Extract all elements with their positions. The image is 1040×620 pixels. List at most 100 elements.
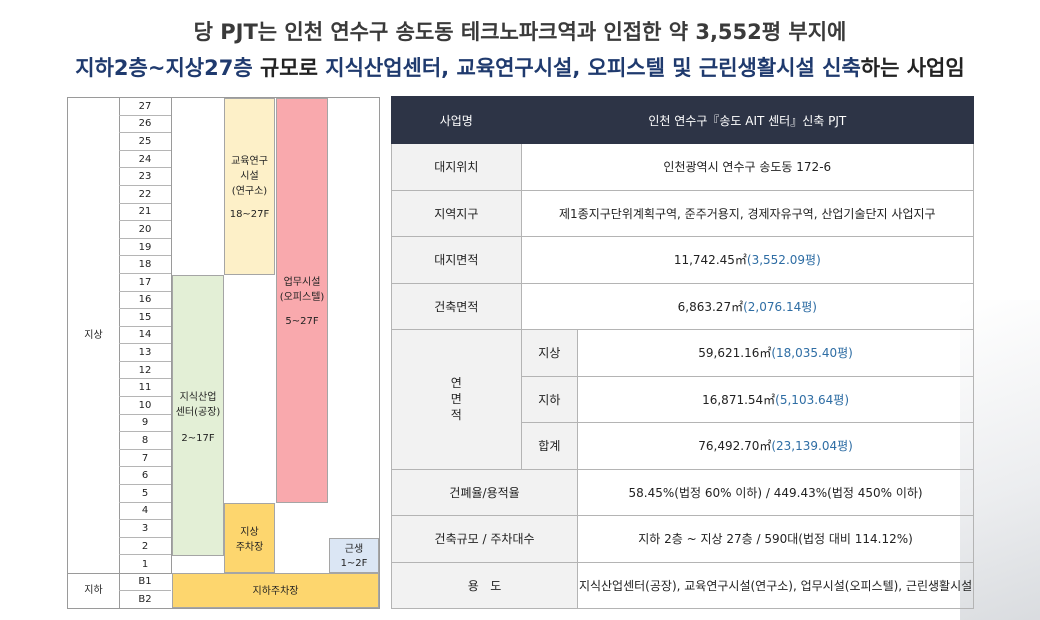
education-block-label-2: 시설 (240, 171, 259, 182)
floor-number: 7 (119, 450, 171, 468)
education-facility-block: 교육연구 시설 (연구소) 18~27F (224, 98, 275, 275)
floor-number: 1 (141, 558, 149, 570)
office-facility-block: 업무시설 (오피스텔) 5~27F (276, 98, 328, 503)
table-row: 대지위치 인천광역시 연수구 송도동 172-6 (391, 143, 975, 191)
heading-line-1: 당 PJT는 인천 연수구 송도동 테크노파크역과 인접한 약 3,552평 부… (193, 20, 847, 44)
project-name-value: 인천 연수구『송도 AIT 센터』신축 PJT (520, 96, 975, 144)
table-row: 지역지구 제1종지구단위계획구역, 준주거용지, 경제자유구역, 산업기술단지 … (391, 189, 975, 237)
table-row: 사업명 인천 연수구『송도 AIT 센터』신축 PJT (391, 96, 975, 144)
floor-number-b2: B2 (138, 593, 152, 605)
heading-highlight-uses: 지식산업센터, 교육연구시설, 오피스텔 및 근린생활시설 신축 (325, 56, 861, 80)
heading-highlight-floors: 지하2층~지상27층 (75, 56, 253, 80)
gfa-above-m2: 59,621.16㎡ (698, 346, 772, 361)
divider (119, 98, 120, 608)
heading-line-2: 지하2층~지상27층 규모로 지식산업센터, 교육연구시설, 오피스텔 및 근린… (0, 52, 1040, 82)
site-location-label: 대지위치 (391, 143, 522, 191)
floor-number-b1: B1 (119, 573, 171, 591)
above-ground-parking-block: 지상 주차장 (224, 503, 275, 573)
parking-block-label-2: 주차장 (235, 542, 264, 553)
table-row: 건축면적 6,863.27㎡(2,076.14평) (391, 282, 975, 330)
table-row: 지하 16,871.54㎡(5,103.64평) (392, 375, 974, 423)
gfa-total-m2: 76,492.70㎡ (698, 439, 772, 454)
project-info-table: 사업명 인천 연수구『송도 AIT 센터』신축 PJT 대지위치 인천광역시 연… (390, 96, 975, 609)
zone-label: 지역지구 (391, 189, 522, 237)
gfa-above-label: 지상 (520, 329, 579, 377)
use-label: 용 도 (390, 561, 579, 609)
building-area-m2: 6,863.27㎡ (677, 299, 744, 314)
below-ground-label: 지하 (84, 584, 103, 596)
divider (171, 98, 172, 573)
floor-number: 18 (119, 256, 171, 274)
knowledge-block-label-1: 지식산업 (179, 392, 217, 403)
gfa-label-char: 적 (450, 408, 462, 423)
floor-number: 19 (119, 239, 171, 257)
floor-number: 10 (119, 397, 171, 415)
site-area-m2: 11,742.45㎡ (673, 253, 747, 268)
table-row: 연 면 적 지상 59,621.16㎡(18,035.40평) (391, 329, 974, 470)
building-area-pyeong: (2,076.14평) (743, 299, 817, 314)
floor-number: 17 (119, 274, 171, 292)
ratio-label: 건폐율/용적율 (390, 468, 579, 516)
parking-block-label-1: 지상 (240, 527, 259, 538)
floor-number: 2 (119, 538, 171, 556)
floor-number: 8 (119, 432, 171, 450)
heading-text-3: 하는 사업임 (860, 56, 965, 80)
scale-value: 지하 2층 ~ 지상 27층 / 590대(법정 대비 114.12%) (577, 515, 974, 563)
floor-number: 27 (119, 98, 171, 116)
underground-parking-label: 지하주차장 (252, 586, 299, 597)
use-value: 지식산업센터(공장), 교육연구시설(연구소), 업무시설(오피스텔), 근린생… (577, 561, 974, 609)
retail-block-range: 1~2F (340, 558, 368, 569)
site-area-label: 대지면적 (391, 236, 522, 284)
site-location-value: 인천광역시 연수구 송도동 172-6 (520, 143, 975, 191)
office-block-range: 5~27F (285, 316, 319, 327)
education-block-label-1: 교육연구 (231, 156, 268, 167)
site-area-value: 11,742.45㎡(3,552.09평) (520, 236, 975, 284)
ratio-value: 58.45%(법정 60% 이하) / 449.43%(법정 450% 이하) (577, 468, 974, 516)
gfa-below-m2: 16,871.54㎡ (702, 392, 776, 407)
floor-number: 23 (119, 168, 171, 186)
floor-number: 9 (119, 415, 171, 433)
floor-number: 12 (119, 362, 171, 380)
gfa-total-value: 76,492.70㎡(23,139.04평) (577, 422, 974, 470)
floor-section-diagram: 지상 지하 27 26 25 24 23 22 21 20 19 18 17 16 15 14 13 12 11… (67, 97, 380, 609)
site-area-pyeong: (3,552.09평) (746, 253, 821, 268)
above-ground-label: 지상 (84, 329, 103, 341)
floor-number: 20 (119, 221, 171, 239)
floor-number: 6 (119, 467, 171, 486)
gfa-below-value: 16,871.54㎡(5,103.64평) (577, 375, 974, 423)
office-block-label-1: 업무시설 (283, 277, 321, 288)
retail-block-label: 근생 (344, 544, 364, 555)
gfa-label-char: 연 (450, 376, 462, 391)
gfa-below-pyeong: (5,103.64평) (775, 392, 850, 407)
table-row: 합계 76,492.70㎡(23,139.04평) (392, 422, 974, 470)
gfa-above-value: 59,621.16㎡(18,035.40평) (577, 329, 974, 377)
gfa-below-label: 지하 (520, 375, 579, 423)
floor-number: 15 (119, 309, 171, 327)
floor-number: 25 (119, 133, 171, 151)
table-row: 건폐율/용적율 58.45%(법정 60% 이하) / 449.43%(법정 4… (390, 468, 974, 516)
building-area-label: 건축면적 (391, 282, 522, 330)
table-row: 용 도 지식산업센터(공장), 교육연구시설(연구소), 업무시설(오피스텔),… (390, 561, 974, 609)
gfa-label: 연 면 적 (391, 329, 522, 470)
retail-block: 근생 1~2F (329, 538, 379, 573)
knowledge-block-range: 2~17F (181, 433, 215, 444)
floor-number: 5 (119, 485, 171, 503)
floor-number: 26 (119, 116, 171, 134)
scale-label: 건축규모 / 주차대수 (390, 515, 579, 563)
floor-number: 13 (119, 344, 171, 362)
zone-value: 제1종지구단위계획구역, 준주거용지, 경제자유구역, 산업기술단지 사업지구 (520, 189, 975, 237)
heading-text-2: 규모로 (252, 56, 326, 80)
gfa-total-label: 합계 (520, 422, 579, 470)
project-name-label: 사업명 (391, 96, 522, 144)
table-row: 대지면적 11,742.45㎡(3,552.09평) (391, 236, 975, 284)
education-block-label-3: (연구소) (231, 186, 268, 197)
gfa-above-pyeong: (18,035.40평) (771, 346, 853, 361)
knowledge-center-block: 지식산업 센터(공장) 2~17F (172, 275, 224, 556)
floor-number: 3 (119, 520, 171, 538)
gfa-label-char: 면 (450, 392, 462, 407)
floor-number: 22 (119, 186, 171, 204)
floor-number: 24 (119, 151, 171, 169)
office-block-label-2: (오피스텔) (279, 292, 325, 303)
building-area-value: 6,863.27㎡(2,076.14평) (520, 282, 975, 330)
education-block-range: 18~27F (229, 209, 270, 220)
